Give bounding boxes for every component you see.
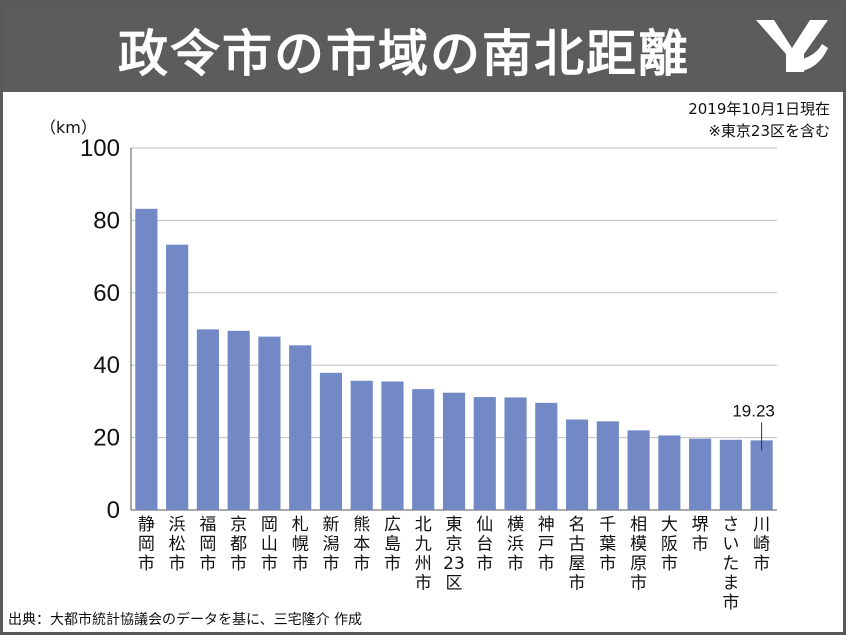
- bar: [442, 392, 466, 510]
- chart-title: 政令市の市域の南北距離: [118, 25, 690, 83]
- bar: [289, 345, 312, 510]
- title-bar: 政令市の市域の南北距離: [0, 0, 846, 92]
- bar: [504, 397, 527, 510]
- bar: [196, 329, 219, 510]
- x-tick-label: 大阪市: [661, 515, 678, 574]
- y-axis-unit: （km）: [40, 118, 97, 137]
- x-tick-label: 千葉市: [599, 515, 616, 574]
- x-tick-label: 横浜市: [507, 515, 524, 574]
- bar: [473, 397, 496, 510]
- y-tick-label: 100: [80, 135, 120, 162]
- bar: [627, 430, 650, 510]
- x-tick-label: 福岡市: [199, 515, 216, 574]
- bar: [135, 208, 158, 511]
- bar: [381, 381, 404, 510]
- bar: [689, 438, 712, 510]
- as-of-date: 2019年10月1日現在: [688, 100, 830, 118]
- x-tick-label: 熊本市: [353, 515, 370, 574]
- date-note: 2019年10月1日現在 ※東京23区を含む: [688, 98, 830, 142]
- bar: [319, 372, 343, 510]
- x-tick-label: 名古屋市: [569, 515, 586, 594]
- x-tick-label: 堺市: [692, 515, 709, 555]
- x-tick-label: 川崎市: [753, 515, 770, 574]
- y-tick-label: 40: [93, 352, 120, 379]
- x-tick-label: 東京 23 区: [443, 515, 465, 594]
- x-tick-label: 札幌市: [292, 515, 309, 574]
- bar: [166, 244, 189, 511]
- y-tick-label: 80: [93, 207, 120, 234]
- x-tick-label: 仙台市: [476, 515, 493, 574]
- bar: [412, 389, 435, 510]
- bar: [350, 380, 373, 510]
- bar: [227, 330, 250, 510]
- y-tick-label: 0: [107, 497, 120, 524]
- bar: [719, 439, 742, 510]
- x-tick-label: 新潟市: [322, 515, 339, 574]
- bar: [258, 336, 281, 510]
- bar: [658, 435, 681, 510]
- x-tick-label: 京都市: [230, 515, 247, 574]
- x-tick-label: 北九州市: [415, 515, 432, 594]
- bar: [565, 419, 589, 510]
- y-tick-label: 60: [93, 280, 120, 307]
- x-tick-label: 浜松市: [169, 515, 186, 574]
- data-label: 19.23: [732, 401, 775, 420]
- x-tick-label: 岡山市: [261, 515, 278, 574]
- source-note: 出典：大都市統計協議会のデータを基に、三宅隆介 作成: [8, 612, 363, 628]
- x-tick-label: 広島市: [384, 515, 401, 574]
- x-tick-label: さいたま市: [722, 515, 739, 613]
- bar: [750, 440, 773, 510]
- bar: [596, 421, 619, 510]
- note-tokyo: ※東京23区を含む: [708, 122, 830, 140]
- x-tick-label: 神戸市: [538, 515, 555, 574]
- x-tick-label: 静岡市: [138, 515, 155, 574]
- y-tick-label: 20: [93, 425, 120, 452]
- x-tick-label: 相模原市: [630, 515, 647, 594]
- ym-logo-icon: [756, 20, 828, 72]
- bar: [535, 402, 558, 510]
